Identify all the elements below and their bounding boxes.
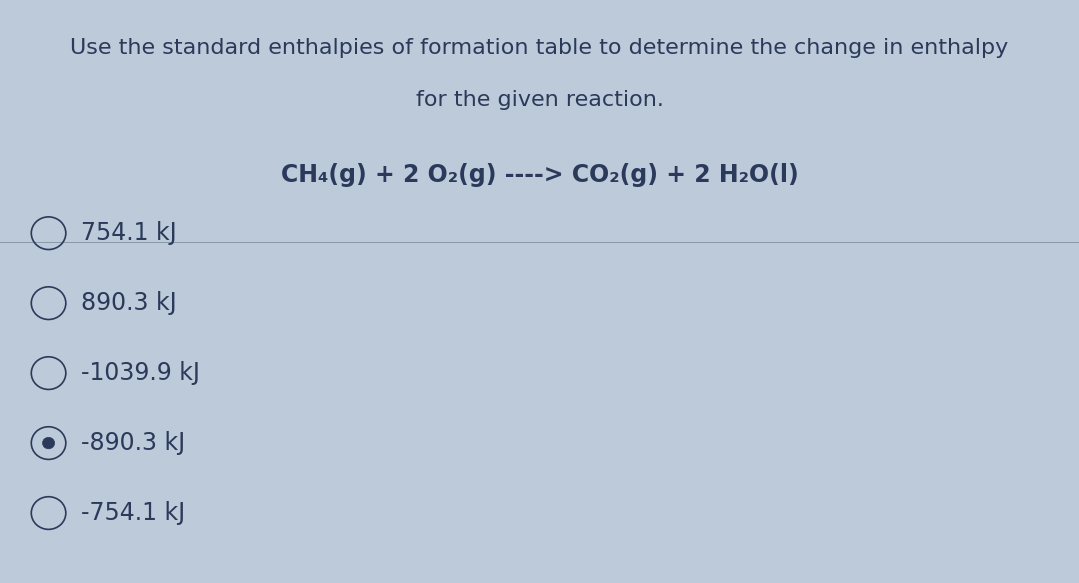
Text: Use the standard enthalpies of formation table to determine the change in enthal: Use the standard enthalpies of formation…: [70, 38, 1009, 58]
Text: CH₄(g) + 2 O₂(g) ----> CO₂(g) + 2 H₂O(l): CH₄(g) + 2 O₂(g) ----> CO₂(g) + 2 H₂O(l): [281, 163, 798, 187]
Text: -754.1 kJ: -754.1 kJ: [81, 501, 186, 525]
Text: -1039.9 kJ: -1039.9 kJ: [81, 361, 200, 385]
Text: 754.1 kJ: 754.1 kJ: [81, 221, 177, 245]
Ellipse shape: [42, 437, 55, 449]
Text: -890.3 kJ: -890.3 kJ: [81, 431, 186, 455]
Text: 890.3 kJ: 890.3 kJ: [81, 291, 177, 315]
Text: for the given reaction.: for the given reaction.: [415, 90, 664, 110]
